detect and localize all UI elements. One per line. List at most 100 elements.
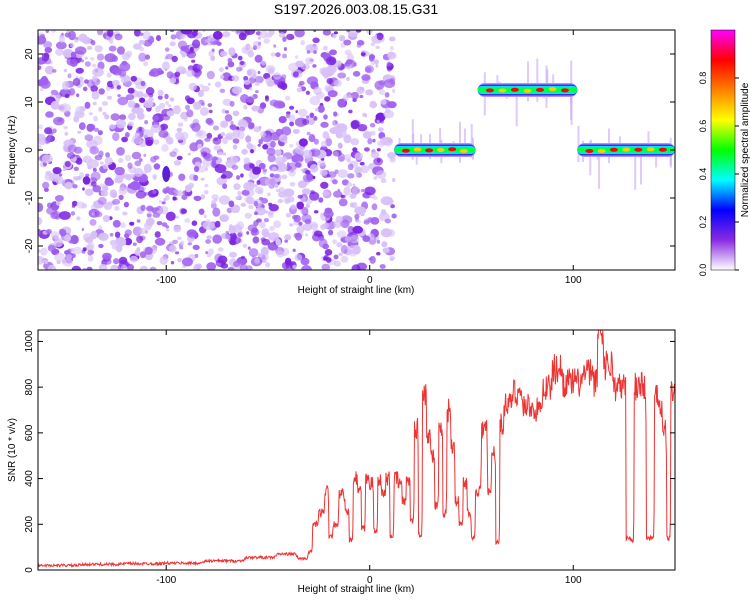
noise-blob — [376, 119, 380, 124]
y-tick-label: 800 — [24, 378, 35, 395]
noise-blob — [119, 114, 127, 121]
noise-blob — [136, 219, 141, 223]
noise-blob — [386, 101, 397, 109]
noise-blob — [119, 62, 131, 72]
noise-blob — [116, 119, 126, 129]
noise-blob — [152, 115, 160, 122]
noise-blob — [184, 95, 191, 102]
noise-blob — [150, 156, 157, 163]
noise-blob — [267, 232, 280, 242]
noise-blob — [164, 93, 169, 100]
noise-blob — [64, 161, 71, 168]
x-tick-label: -100 — [156, 275, 176, 286]
noise-blob — [127, 87, 135, 94]
noise-blob — [236, 66, 242, 72]
noise-blob — [302, 223, 313, 231]
noise-blob — [254, 183, 258, 188]
noise-blob — [389, 36, 396, 42]
noise-blob — [47, 264, 57, 270]
noise-blob — [47, 244, 56, 252]
noise-blob — [337, 143, 342, 148]
signal-peak — [548, 87, 557, 92]
noise-blob — [207, 103, 213, 108]
signal-streak — [577, 125, 580, 163]
noise-blob — [96, 30, 104, 36]
noise-blob — [191, 122, 201, 132]
noise-blob — [364, 65, 374, 74]
noise-blob — [67, 144, 77, 153]
noise-blob — [215, 159, 221, 165]
noise-blob — [375, 45, 381, 50]
noise-blob — [389, 45, 394, 51]
noise-blob — [102, 185, 109, 192]
noise-blob — [384, 92, 390, 98]
noise-blob — [247, 246, 251, 250]
noise-blob — [294, 30, 305, 38]
noise-blob — [284, 239, 289, 243]
colorbar-label: Normalized spectral amplitude — [740, 82, 750, 217]
noise-blob — [156, 35, 161, 42]
noise-blob — [298, 80, 305, 86]
noise-blob — [105, 205, 109, 210]
noise-blob — [143, 93, 149, 98]
noise-blob — [236, 175, 241, 180]
noise-blob — [244, 212, 252, 219]
noise-blob — [305, 233, 309, 237]
noise-blob — [191, 220, 198, 226]
noise-blob — [343, 134, 352, 144]
noise-blob — [153, 163, 161, 170]
noise-blob — [109, 232, 114, 237]
noise-blob — [233, 260, 241, 268]
noise-blob — [72, 184, 78, 189]
noise-blob — [172, 196, 177, 201]
noise-blob — [50, 89, 59, 96]
noise-blob — [107, 30, 114, 37]
noise-blob — [309, 191, 320, 201]
noise-blob — [124, 154, 132, 162]
noise-blob — [266, 147, 276, 156]
noise-blob — [259, 30, 269, 39]
noise-blob — [166, 228, 170, 232]
noise-blob — [110, 113, 120, 121]
noise-blob — [145, 87, 155, 96]
noise-blob — [313, 50, 317, 54]
noise-blob — [237, 190, 242, 196]
noise-blob — [220, 120, 229, 128]
noise-blob — [274, 183, 279, 189]
noise-blob — [298, 138, 308, 147]
colorbar-tick-label: 0.4 — [698, 168, 708, 181]
noise-blob — [187, 31, 197, 39]
noise-blob — [106, 72, 112, 78]
noise-blob — [369, 122, 376, 128]
noise-blob — [165, 186, 170, 190]
noise-blob — [248, 204, 254, 210]
noise-blob — [86, 266, 93, 270]
colorbar-tick-label: 0.0 — [698, 264, 708, 277]
noise-blob — [200, 194, 205, 200]
noise-blob — [132, 226, 143, 236]
noise-blob — [213, 125, 219, 131]
noise-blob — [120, 222, 126, 229]
noise-blob — [337, 153, 345, 162]
noise-blob — [376, 32, 384, 41]
noise-blob — [253, 126, 262, 133]
noise-blob — [245, 196, 255, 205]
noise-blob — [263, 231, 270, 237]
noise-blob — [321, 263, 331, 270]
noise-blob — [322, 223, 330, 228]
noise-blob — [161, 201, 166, 205]
noise-blob — [145, 217, 155, 226]
noise-blob — [286, 162, 290, 166]
noise-blob — [213, 145, 222, 151]
noise-blob — [109, 189, 118, 198]
noise-blob — [223, 234, 231, 240]
noise-blob — [229, 239, 237, 246]
noise-blob — [166, 71, 174, 79]
noise-blob — [344, 49, 352, 56]
noise-blob — [257, 143, 261, 147]
noise-blob — [254, 211, 258, 216]
noise-blob — [187, 152, 192, 156]
noise-blob — [68, 30, 76, 41]
noise-blob — [200, 177, 205, 181]
noise-blob — [212, 30, 223, 40]
